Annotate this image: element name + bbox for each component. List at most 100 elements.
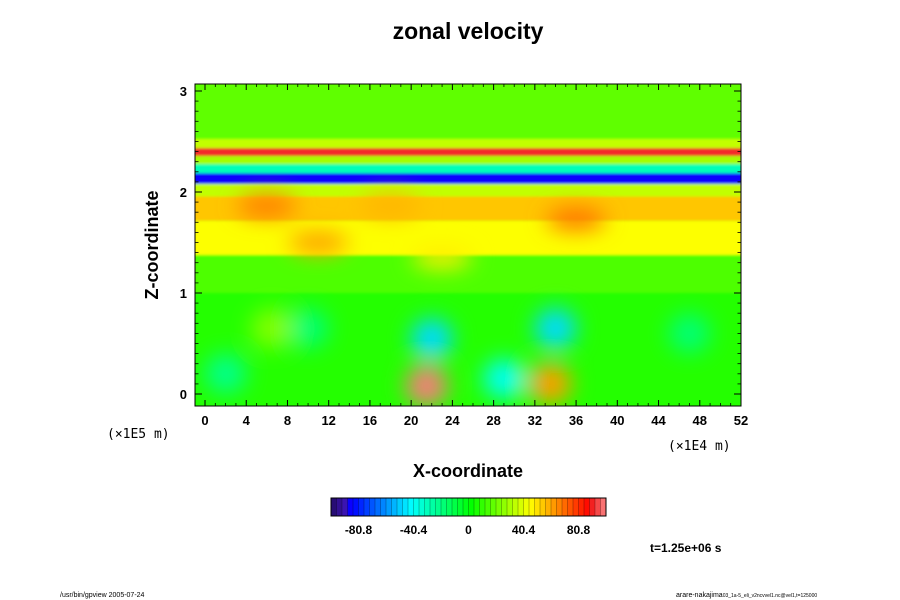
chart-title: zonal velocity: [393, 18, 544, 44]
colorbar-cell: [347, 497, 354, 517]
field-feature: [236, 195, 297, 218]
y-tick-label: 0: [180, 387, 187, 402]
colorbar-tick-label: 0: [465, 523, 472, 537]
colorbar-cell: [550, 497, 557, 517]
plot-area: [195, 84, 741, 406]
y-tick-label: 2: [180, 185, 187, 200]
colorbar-cell: [418, 497, 425, 517]
colorbar-cell: [600, 497, 607, 517]
x-tick-label: 48: [693, 413, 707, 428]
colorbar-cell: [479, 497, 486, 517]
footer-command: /usr/bin/gpview 2005-07-24: [60, 592, 145, 599]
colorbar-cell: [451, 497, 458, 517]
field-band: [195, 183, 741, 197]
x-tick-label: 16: [363, 413, 377, 428]
x-tick-label: 8: [284, 413, 291, 428]
colorbar-cell: [490, 497, 497, 517]
footer-author: arare-nakajima: [676, 592, 723, 599]
colorbar-cell: [380, 497, 387, 517]
colorbar-cell: [352, 497, 359, 517]
colorbar-cell: [561, 497, 568, 517]
colorbar-cell: [336, 497, 343, 517]
colorbar-cell: [506, 497, 513, 517]
band-layer: [195, 84, 741, 293]
colorbar-cell: [567, 497, 574, 517]
field-band: [195, 164, 741, 174]
x-tick-label: 4: [243, 413, 251, 428]
field-feature: [405, 365, 448, 406]
x-tick-label: 0: [201, 413, 208, 428]
y-tick-label: 3: [180, 84, 187, 99]
colorbar-tick-label: 80.8: [567, 523, 591, 537]
field-feature: [287, 308, 330, 349]
field-band: [195, 138, 741, 149]
colorbar-tick-label: -40.4: [400, 523, 428, 537]
field-band: [195, 148, 741, 157]
colorbar-cell: [473, 497, 480, 517]
colorbar-cell: [523, 497, 530, 517]
colorbar-cell: [374, 497, 381, 517]
colorbar-cell: [369, 497, 376, 517]
field-feature: [288, 231, 349, 254]
colorbar-cell: [462, 497, 469, 517]
colorbar-cell: [407, 497, 414, 517]
x-tick-label: 44: [651, 413, 666, 428]
colorbar-cell: [457, 497, 464, 517]
colorbar-cell: [330, 497, 337, 517]
colorbar-cell: [358, 497, 365, 517]
field-feature: [360, 195, 421, 218]
colorbar-cell: [363, 497, 370, 517]
colorbar-cell: [468, 497, 475, 517]
colorbar-cell: [385, 497, 392, 517]
colorbar-cell: [594, 497, 601, 517]
colorbar: -80.8 -40.4 0 40.4 80.8: [330, 497, 607, 537]
colorbar-cell: [440, 497, 447, 517]
y-unit-label: (×1E5 m): [107, 427, 170, 442]
x-tick-label: 36: [569, 413, 583, 428]
colorbar-tick-label: -80.8: [345, 523, 373, 537]
colorbar-cell: [545, 497, 552, 517]
colorbar-cell: [341, 497, 348, 517]
x-tick-label: 20: [404, 413, 418, 428]
x-tick-label: 24: [445, 413, 460, 428]
y-axis-label: Z-coordinate: [142, 190, 162, 299]
field-band: [195, 84, 741, 139]
field-feature: [668, 313, 711, 354]
blob-layer: [204, 195, 711, 406]
colorbar-cell: [512, 497, 519, 517]
colorbar-cell: [413, 497, 420, 517]
colorbar-cell: [402, 497, 409, 517]
x-axis: 0 4 8 12 16 20 24 28 32 36 40 44 48 52: [201, 84, 748, 428]
field-feature: [412, 246, 473, 269]
colorbar-cell: [424, 497, 431, 517]
colorbar-cell: [572, 497, 579, 517]
plot-frame: [194, 83, 742, 407]
field-feature: [410, 318, 453, 359]
field-feature: [204, 353, 247, 394]
x-axis-label: X-coordinate: [413, 461, 523, 481]
x-unit-label: (×1E4 m): [668, 439, 731, 454]
colorbar-frame: [330, 497, 607, 517]
field-feature: [529, 363, 572, 404]
x-tick-label: 32: [528, 413, 542, 428]
y-tick-label: 1: [180, 286, 187, 301]
colorbar-cell: [578, 497, 585, 517]
colorbar-cell: [583, 497, 590, 517]
colorbar-cell: [391, 497, 398, 517]
y-axis: 0 1 2 3: [180, 84, 741, 402]
colorbar-cell: [495, 497, 502, 517]
colorbar-cell: [429, 497, 436, 517]
colorbar-cell: [534, 497, 541, 517]
colorbar-cell: [556, 497, 563, 517]
footer-file: 03_1a-5_eli_v2ncvvel1.nc@vel1,t=125000: [723, 593, 818, 599]
x-tick-label: 12: [321, 413, 335, 428]
field-band: [195, 220, 741, 256]
colorbar-cell: [517, 497, 524, 517]
time-label: t=1.25e+06 s: [650, 541, 722, 555]
colorbar-cell: [435, 497, 442, 517]
colorbar-cell: [396, 497, 403, 517]
colorbar-cell: [446, 497, 453, 517]
field-feature: [546, 208, 607, 231]
colorbar-tick-label: 40.4: [512, 523, 536, 537]
